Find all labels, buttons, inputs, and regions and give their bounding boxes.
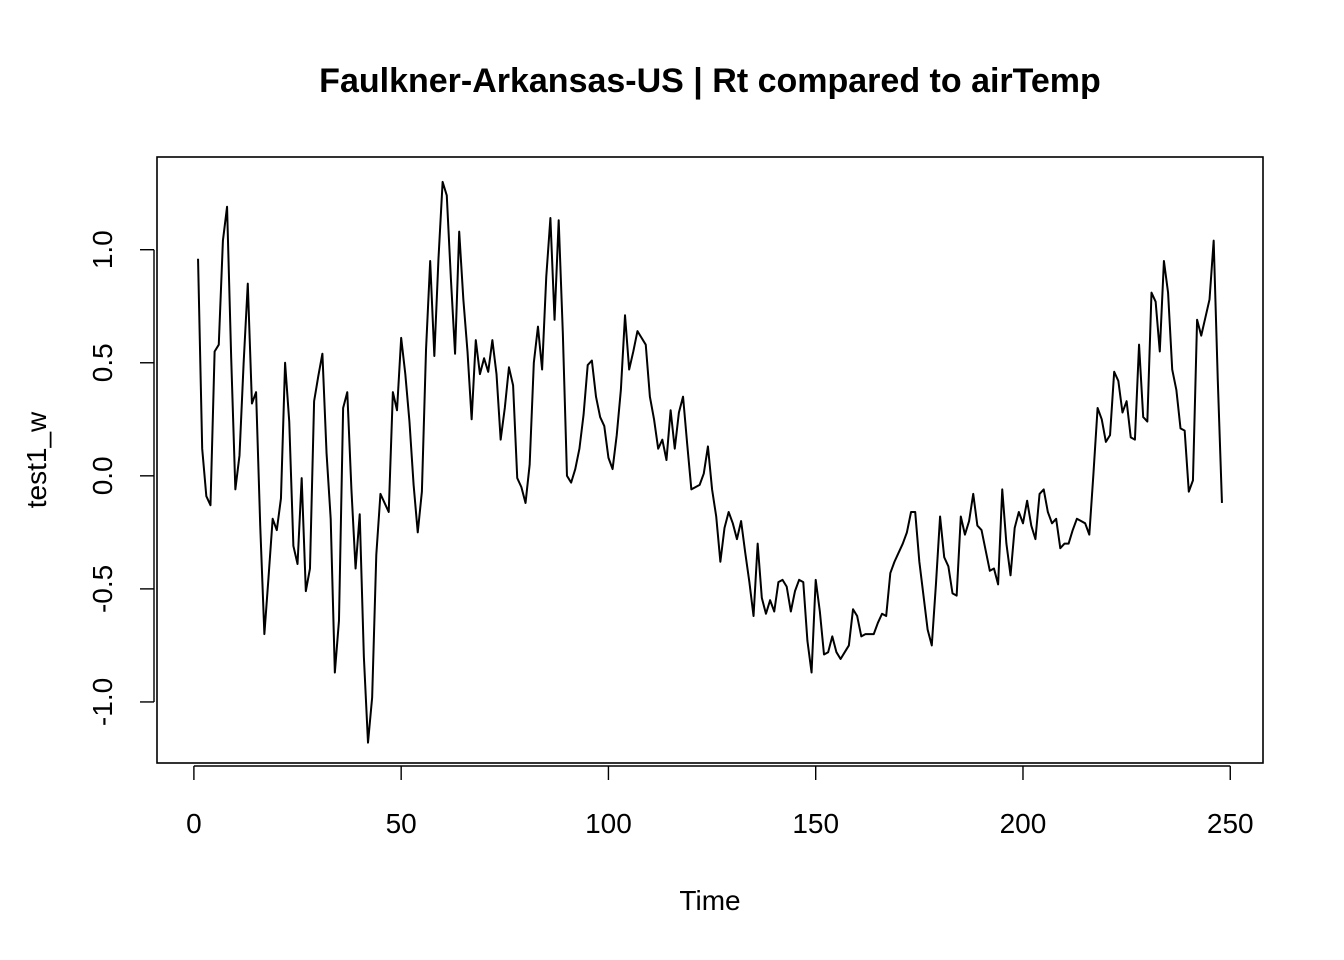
y-tick-label: 0.0 — [87, 456, 118, 495]
y-tick-label: -0.5 — [87, 565, 118, 613]
y-tick-label: -1.0 — [87, 678, 118, 726]
x-tick-label: 150 — [792, 808, 839, 839]
y-axis-label: test1_w — [21, 411, 52, 508]
x-tick-label: 100 — [585, 808, 632, 839]
y-tick-label: 0.5 — [87, 343, 118, 382]
y-tick-label: 1.0 — [87, 230, 118, 269]
x-tick-label: 250 — [1207, 808, 1254, 839]
x-tick-label: 50 — [386, 808, 417, 839]
x-axis-label: Time — [679, 885, 740, 916]
x-tick-label: 0 — [186, 808, 202, 839]
x-tick-label: 200 — [1000, 808, 1047, 839]
chart-title: Faulkner-Arkansas-US | Rt compared to ai… — [319, 62, 1101, 100]
plot-area-border — [156, 156, 1264, 764]
series-line — [197, 180, 1223, 744]
x-axis: 0 50 100 150 200 250 — [186, 765, 1254, 839]
y-axis: -1.0 -0.5 0.0 0.5 1.0 — [87, 230, 155, 726]
